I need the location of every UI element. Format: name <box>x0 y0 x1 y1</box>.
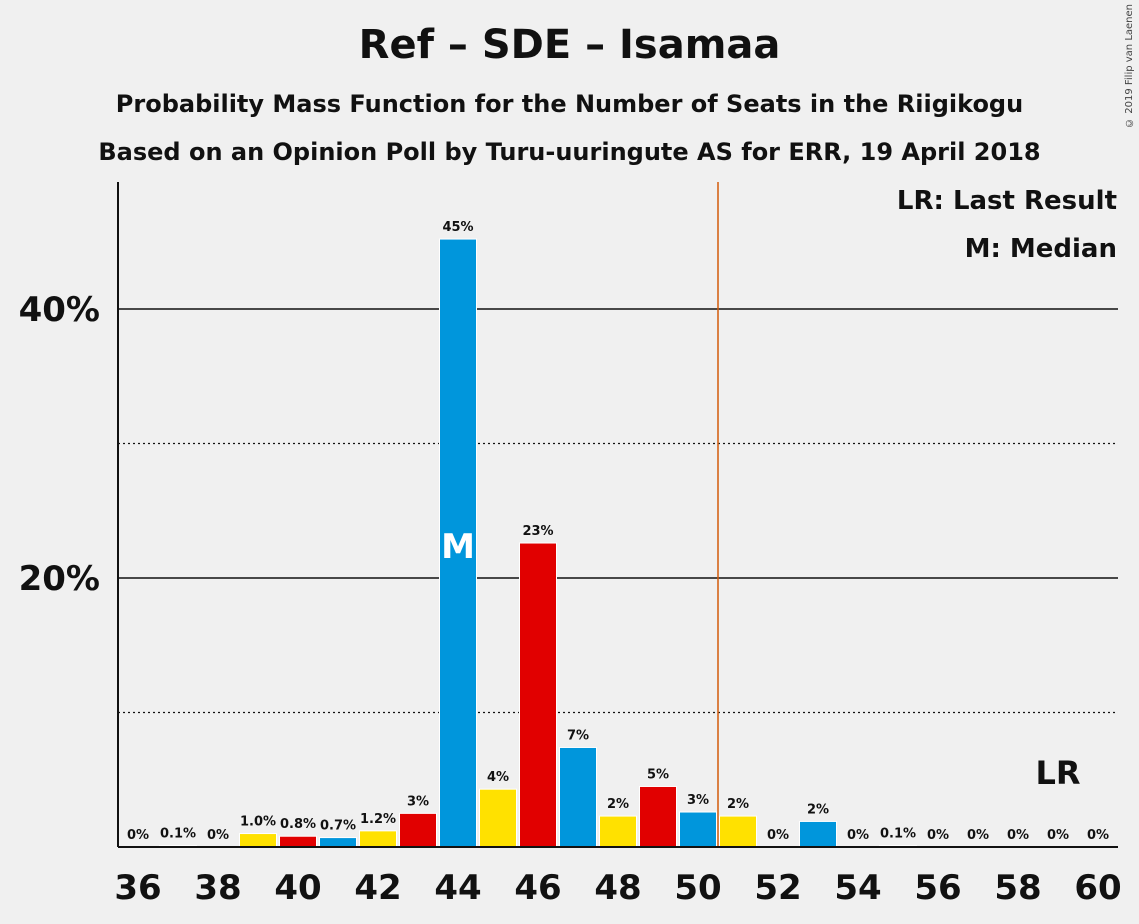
x-tick-label: 38 <box>194 868 241 908</box>
bar-value-label: 0% <box>1047 828 1069 843</box>
bar-seats-50 <box>679 811 717 848</box>
y-tick-label: 40% <box>19 290 100 330</box>
bar-value-label: 0% <box>967 828 989 843</box>
bar-seats-44 <box>439 238 477 848</box>
x-tick-label: 52 <box>754 868 801 908</box>
x-tick-label: 46 <box>514 868 561 908</box>
bar-seats-40 <box>279 835 317 848</box>
bar-value-label: 0.1% <box>160 827 196 842</box>
bar-seats-43 <box>399 812 437 848</box>
bar-seats-42 <box>359 830 397 848</box>
bar-value-label: 7% <box>567 728 589 743</box>
bar-value-label: 0% <box>927 828 949 843</box>
bar-value-label: 3% <box>407 794 429 809</box>
bar-value-label: 0.7% <box>320 819 356 834</box>
bar-value-label: 2% <box>727 797 749 812</box>
x-tick-label: 48 <box>594 868 641 908</box>
bar-seats-39 <box>239 833 277 848</box>
bar-value-label: 2% <box>607 797 629 812</box>
x-tick-label: 54 <box>834 868 881 908</box>
bar-value-label: 0% <box>1087 828 1109 843</box>
bar-value-label: 3% <box>687 793 709 808</box>
legend-median: M: Median <box>965 234 1117 264</box>
bar-value-label: 0% <box>847 828 869 843</box>
bar-value-label: 0% <box>767 828 789 843</box>
y-tick-label: 20% <box>19 559 100 599</box>
bar-value-label: 4% <box>487 770 509 785</box>
bar-value-label: 5% <box>647 767 669 782</box>
legend-last-result: LR: Last Result <box>897 186 1117 216</box>
bar-seats-46 <box>519 542 557 848</box>
bar-seats-53 <box>799 820 837 848</box>
bar-seats-47 <box>559 746 597 848</box>
x-tick-label: 60 <box>1074 868 1121 908</box>
bar-value-label: 23% <box>522 524 553 539</box>
bar-seats-49 <box>639 785 677 848</box>
bar-value-label: 1.0% <box>240 815 276 830</box>
last-result-marker: LR <box>1035 754 1080 792</box>
bar-seats-41 <box>319 837 357 848</box>
median-marker: M <box>441 527 475 567</box>
x-tick-label: 42 <box>354 868 401 908</box>
chart-subtitle: Probability Mass Function for the Number… <box>115 90 1024 118</box>
x-tick-label: 44 <box>434 868 481 908</box>
bar-seats-51 <box>719 815 757 848</box>
bar-seats-45 <box>479 788 517 848</box>
x-tick-label: 40 <box>274 868 321 908</box>
bar-value-label: 0% <box>127 828 149 843</box>
bar-value-label: 0% <box>1007 828 1029 843</box>
x-tick-label: 36 <box>114 868 161 908</box>
chart-title: Ref – SDE – Isamaa <box>358 22 781 68</box>
bar-value-label: 0.1% <box>880 827 916 842</box>
bar-value-label: 0.8% <box>280 817 316 832</box>
x-tick-label: 58 <box>994 868 1041 908</box>
x-tick-label: 50 <box>674 868 721 908</box>
chart-subtitle-poll: Based on an Opinion Poll by Turu-uuringu… <box>98 138 1041 166</box>
bar-value-label: 45% <box>442 220 473 235</box>
bar-seats-48 <box>599 815 637 848</box>
x-tick-label: 56 <box>914 868 961 908</box>
bar-value-label: 2% <box>807 802 829 817</box>
bar-value-label: 1.2% <box>360 812 396 827</box>
bar-value-label: 0% <box>207 828 229 843</box>
